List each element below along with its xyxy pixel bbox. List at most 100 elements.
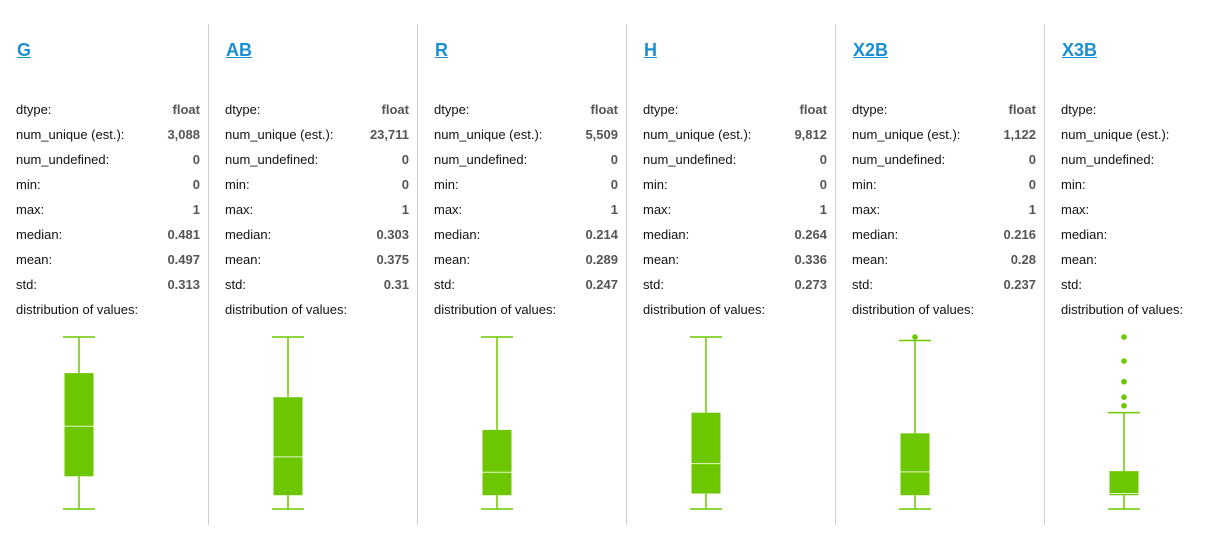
stat-row-min: min: 0 <box>16 175 200 195</box>
stat-label: num_undefined: <box>852 152 946 167</box>
box-plot <box>63 336 95 510</box>
stat-row-dtype: dtype: float <box>16 100 200 120</box>
stat-label: median: <box>225 227 272 242</box>
stat-row-median: median: 0.214 <box>434 225 618 245</box>
iqr-box <box>64 373 94 477</box>
stat-row-median: median: <box>1061 225 1210 245</box>
stat-label: min: <box>225 177 250 192</box>
distribution-label: distribution of values: <box>1061 302 1184 317</box>
stat-value: 0 <box>610 152 618 167</box>
column-name-link[interactable]: R <box>435 40 448 60</box>
stat-row-num-unique: num_unique (est.): 1,122 <box>852 125 1036 145</box>
stat-label: std: <box>225 277 246 292</box>
stat-value: 0 <box>610 177 618 192</box>
stat-row-dtype: dtype: float <box>852 100 1036 120</box>
column-card: X3B dtype: num_unique (est.): num_undefined… <box>1045 24 1218 525</box>
stat-label: mean: <box>643 252 680 267</box>
stat-row-num-unique: num_unique (est.): 23,711 <box>225 125 409 145</box>
stat-value: 1 <box>610 202 618 217</box>
stat-label: num_undefined: <box>16 152 110 167</box>
column-name-link[interactable]: AB <box>226 40 252 60</box>
stat-row-std: std: 0.237 <box>852 275 1036 295</box>
stat-label: max: <box>225 202 254 217</box>
stat-row-num-undefined: num_undefined: 0 <box>434 150 618 170</box>
stat-row-num-undefined: num_undefined: 0 <box>225 150 409 170</box>
stat-label: min: <box>1061 177 1086 192</box>
stat-row-max: max: 1 <box>643 200 827 220</box>
stat-row-mean: mean: 0.375 <box>225 250 409 270</box>
stat-label: std: <box>1061 277 1082 292</box>
stat-row-max: max: 1 <box>225 200 409 220</box>
box-plot <box>899 334 931 510</box>
stat-label: dtype: <box>434 102 470 117</box>
iqr-box <box>900 433 930 496</box>
column-name-link[interactable]: H <box>644 40 657 60</box>
stat-value: float <box>799 102 827 117</box>
stat-value: 0 <box>401 177 409 192</box>
outlier-point <box>1121 403 1127 409</box>
stat-label: mean: <box>434 252 471 267</box>
stat-row-std: std: 0.273 <box>643 275 827 295</box>
stat-value: 1 <box>1028 202 1036 217</box>
stat-value: 0.264 <box>794 227 827 242</box>
stat-row-dtype: dtype: <box>1061 100 1210 120</box>
stat-value: 0.375 <box>376 252 409 267</box>
stat-value: 0.214 <box>585 227 618 242</box>
stat-value: 1 <box>401 202 409 217</box>
column-name-link[interactable]: X2B <box>853 40 889 60</box>
stat-label: dtype: <box>852 102 888 117</box>
stat-label: num_unique (est.): <box>225 127 334 142</box>
stat-value: 0 <box>401 152 409 167</box>
stat-row-min: min: 0 <box>852 175 1036 195</box>
stat-label: mean: <box>1061 252 1098 267</box>
distribution-label: distribution of values: <box>16 302 139 317</box>
stat-value: 0 <box>819 177 827 192</box>
stat-value: 0 <box>1028 177 1036 192</box>
stat-label: dtype: <box>225 102 261 117</box>
outlier-point <box>1121 378 1127 385</box>
stat-value: 1 <box>819 202 827 217</box>
stat-label: num_unique (est.): <box>1061 127 1170 142</box>
stat-value: 0.481 <box>167 227 200 242</box>
stat-label: std: <box>434 277 455 292</box>
stat-value: 23,711 <box>369 127 409 142</box>
box-plot <box>690 336 722 510</box>
stat-row-max: max: 1 <box>434 200 618 220</box>
stat-value: 0.273 <box>794 277 827 292</box>
stat-row-median: median: 0.264 <box>643 225 827 245</box>
column-name-link[interactable]: X3B <box>1062 40 1098 60</box>
column-name-link[interactable]: G <box>17 40 32 60</box>
stat-value: 0 <box>819 152 827 167</box>
stat-label: median: <box>1061 227 1108 242</box>
stat-label: mean: <box>225 252 262 267</box>
stat-row-num-unique: num_unique (est.): 9,812 <box>643 125 827 145</box>
box-plot <box>272 336 304 510</box>
stat-label: num_undefined: <box>1061 152 1155 167</box>
stat-row-max: max: 1 <box>16 200 200 220</box>
stat-row-min: min: <box>1061 175 1210 195</box>
outlier-point <box>1121 334 1127 340</box>
stat-label: max: <box>434 202 463 217</box>
stat-label: std: <box>852 277 873 292</box>
stat-value: 0.289 <box>585 252 618 267</box>
stat-row-dtype: dtype: float <box>434 100 618 120</box>
stat-value: 0.247 <box>585 277 618 292</box>
stat-label: min: <box>16 177 41 192</box>
stat-row-num-unique: num_unique (est.): 3,088 <box>16 125 200 145</box>
stat-label: mean: <box>16 252 53 267</box>
distribution-label: distribution of values: <box>643 302 766 317</box>
column-card: X2B dtype: float num_unique (est.): 1,122 num… <box>836 24 1045 525</box>
distribution-label: distribution of values: <box>434 302 557 317</box>
stat-row-min: min: 0 <box>434 175 618 195</box>
stat-row-median: median: 0.303 <box>225 225 409 245</box>
stat-label: dtype: <box>16 102 52 117</box>
stat-row-mean: mean: 0.28 <box>852 250 1036 270</box>
stat-label: max: <box>1061 202 1090 217</box>
stat-label: dtype: <box>1061 102 1097 117</box>
outlier-point <box>912 334 918 340</box>
stat-row-mean: mean: 0.336 <box>643 250 827 270</box>
stat-value: float <box>381 102 409 117</box>
stat-label: mean: <box>852 252 889 267</box>
stat-label: max: <box>16 202 45 217</box>
iqr-box <box>691 412 721 494</box>
